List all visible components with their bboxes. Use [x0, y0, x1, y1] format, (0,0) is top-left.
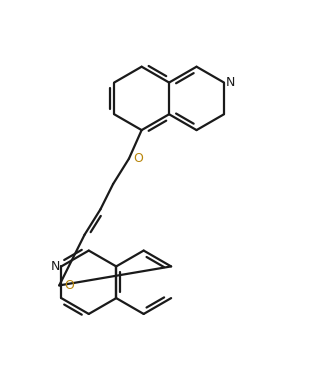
- Text: O: O: [64, 279, 74, 292]
- Text: N: N: [50, 260, 60, 273]
- Text: O: O: [134, 152, 144, 165]
- Text: N: N: [226, 76, 235, 89]
